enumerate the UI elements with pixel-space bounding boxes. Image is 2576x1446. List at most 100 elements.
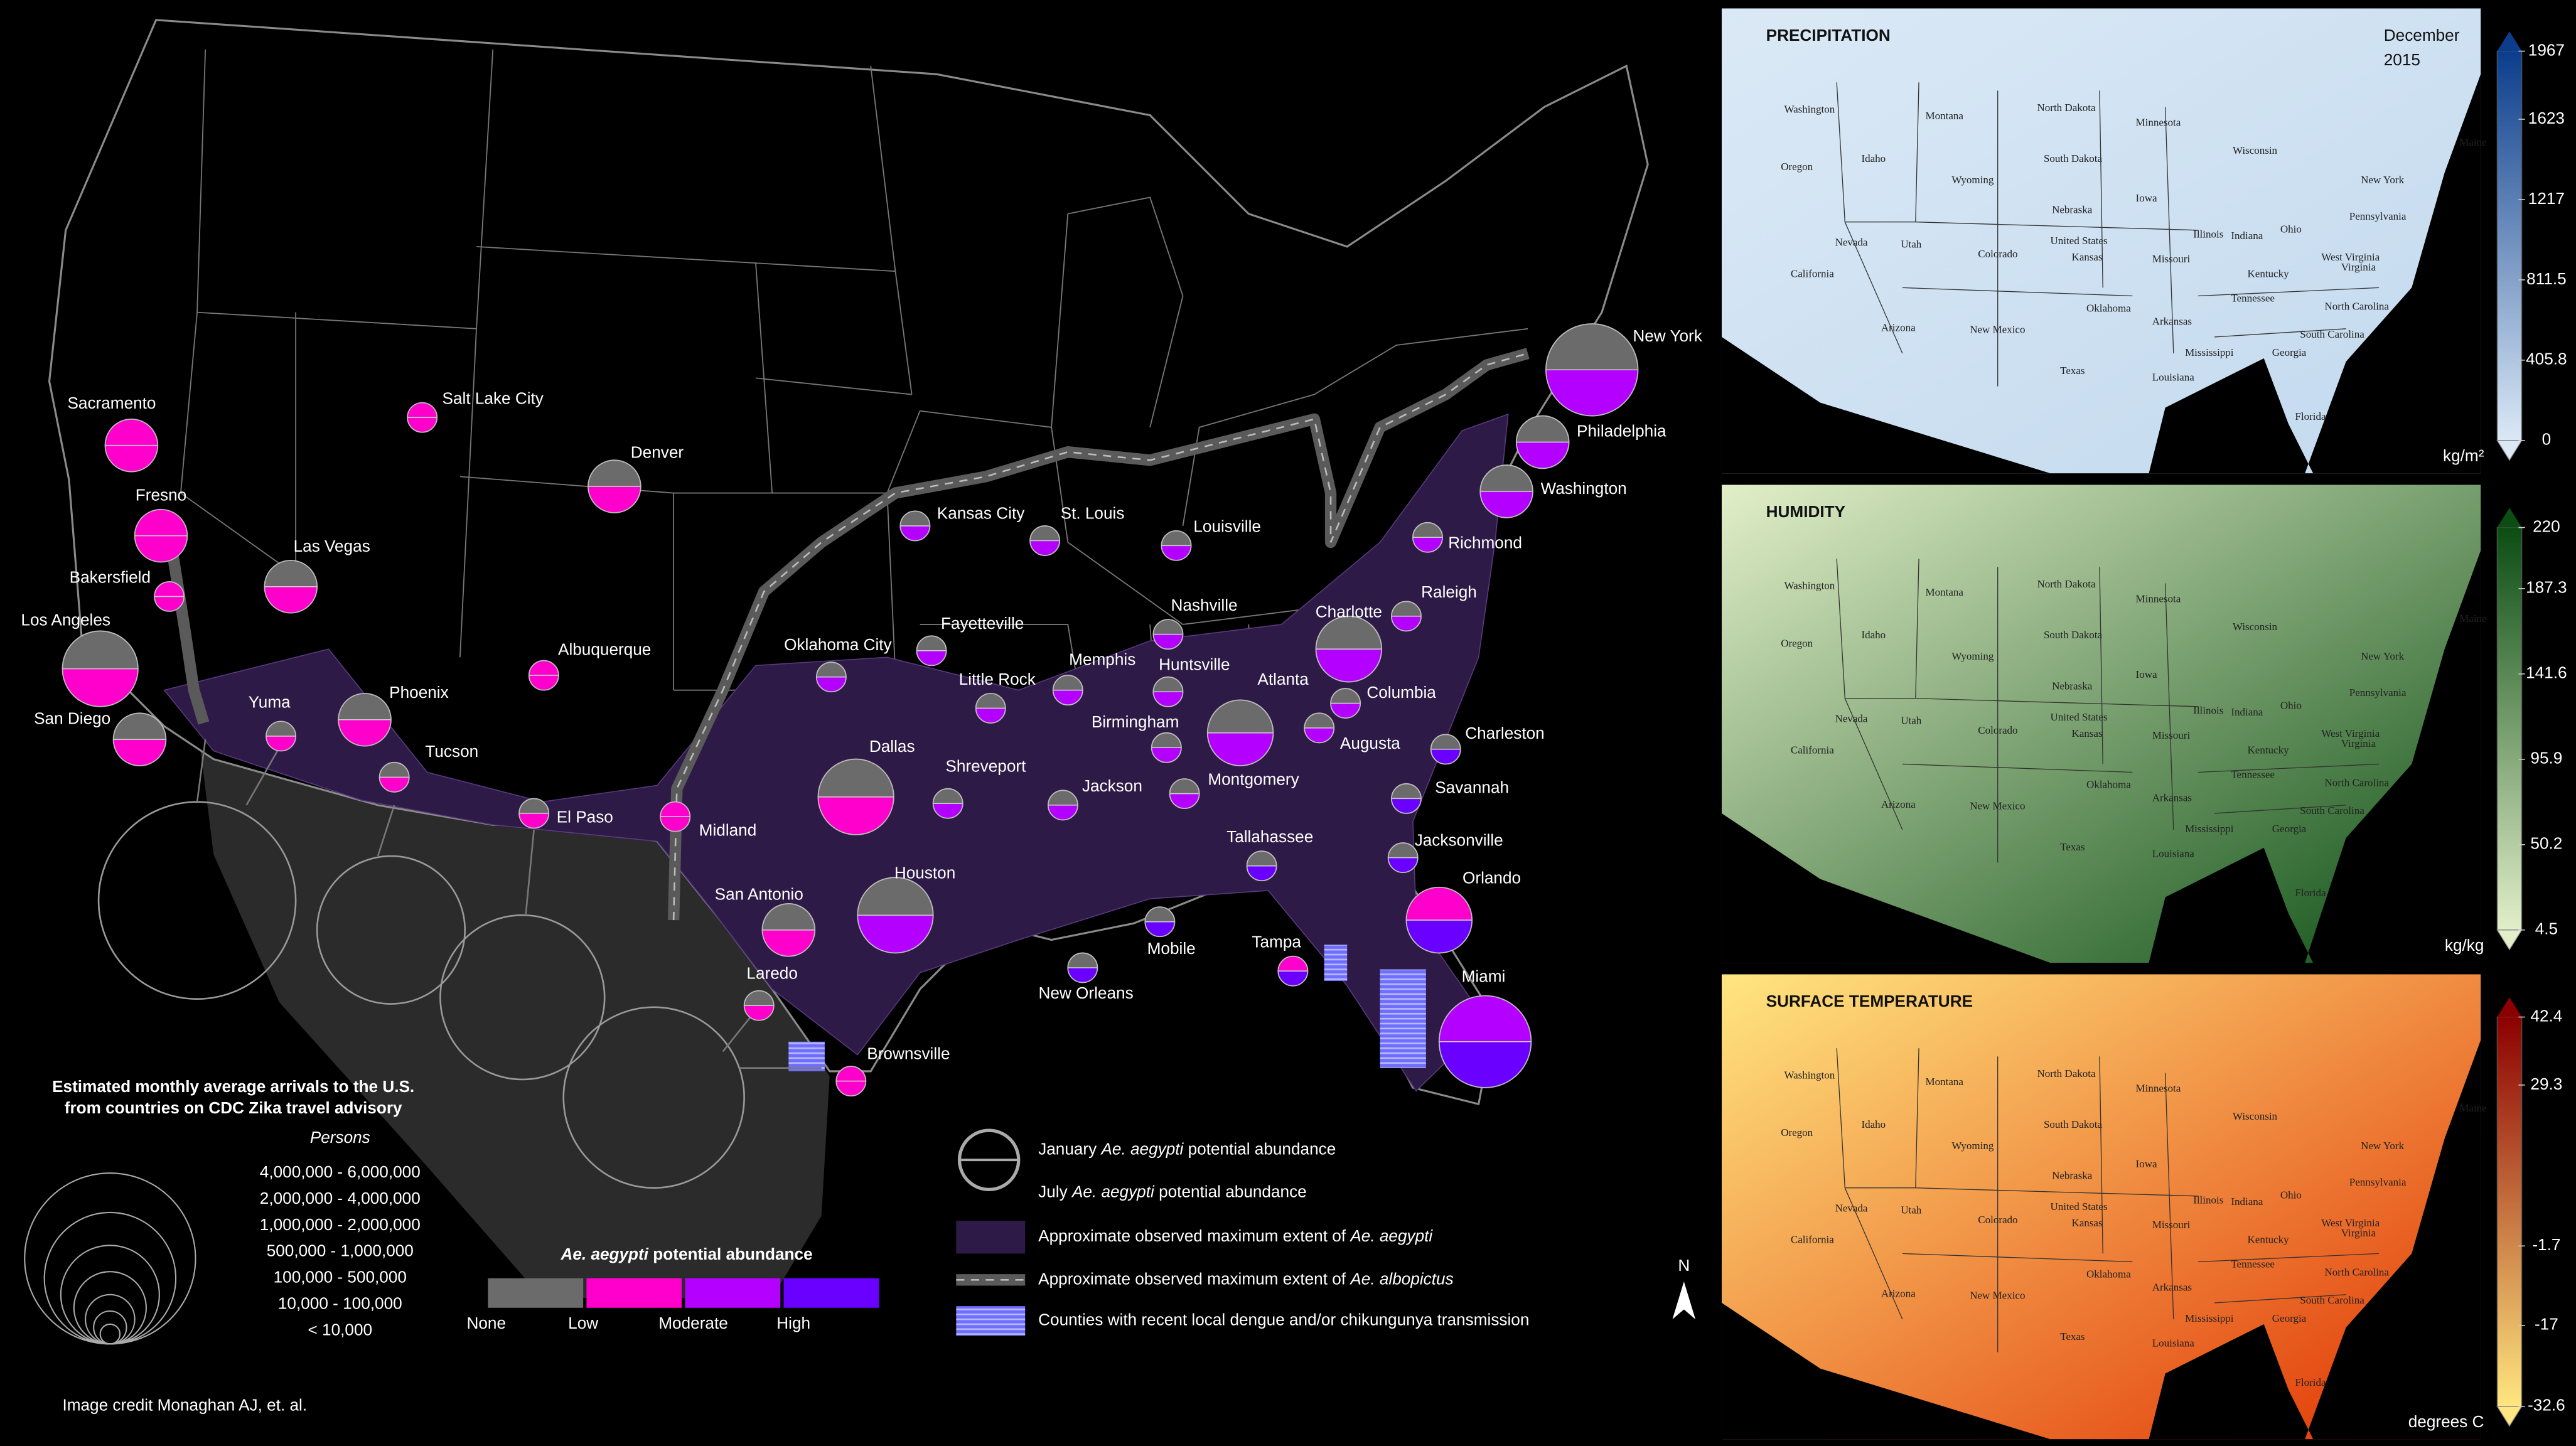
panel-unit: degrees C — [2408, 1412, 2484, 1431]
city-label: Midland — [699, 821, 757, 840]
color-bar-label: 405.8 — [2526, 350, 2567, 368]
january-half — [1048, 790, 1078, 805]
state-label: Florida — [2295, 1376, 2326, 1388]
state-label: Ohio — [2280, 1189, 2302, 1201]
state-label: North Dakota — [2037, 102, 2096, 114]
city-marker: San Diego — [34, 709, 167, 766]
state-label: Idaho — [1861, 629, 1886, 641]
july-half — [1391, 798, 1422, 813]
panel-ocean — [1721, 550, 2481, 963]
state-label: Virginia — [2341, 261, 2376, 273]
state-label: Washington — [1784, 580, 1835, 592]
city-label: Savannah — [1435, 778, 1509, 797]
city-label: Birmingham — [1092, 712, 1179, 731]
size-key-label: 1,000,000 - 2,000,000 — [260, 1215, 421, 1234]
july-half — [1278, 971, 1308, 986]
albopictus-extent-west — [165, 541, 210, 725]
state-label: California — [1791, 744, 1834, 756]
state-label: Missouri — [2152, 253, 2191, 265]
city-marker: St. Louis — [1029, 504, 1124, 556]
arrival-circle — [439, 914, 606, 1081]
city-label: Memphis — [1069, 650, 1135, 668]
state-label: United States — [2050, 711, 2107, 723]
legend-item-text: July — [1038, 1182, 1072, 1201]
state-label: Illinois — [2193, 228, 2223, 240]
state-label: Louisiana — [2152, 371, 2194, 383]
city-label: Montgomery — [1208, 770, 1299, 789]
legend-item: January Ae. aegypti potential abundance — [1038, 1139, 1336, 1158]
state-label: South Dakota — [2044, 153, 2102, 164]
july-half — [1207, 732, 1274, 766]
city-marker: Phoenix — [338, 683, 449, 747]
state-label: Virginia — [2341, 1227, 2376, 1239]
july-half — [1161, 545, 1191, 560]
july-half — [660, 817, 690, 832]
north-label: N — [1678, 1256, 1690, 1275]
city-marker: Birmingham — [1092, 712, 1182, 763]
city-marker: Miami — [1438, 967, 1532, 1088]
city-marker: Kansas City — [899, 504, 1025, 542]
state-label: Illinois — [2193, 705, 2223, 717]
city-marker: Fresno — [134, 486, 188, 563]
city-label: Jacksonville — [1415, 830, 1503, 849]
size-key-label: 2,000,000 - 4,000,000 — [260, 1189, 421, 1208]
city-label: Oklahoma City — [784, 635, 892, 654]
january-half — [134, 509, 188, 536]
state-label: North Carolina — [2325, 1267, 2390, 1278]
legend-item: Approximate observed maximum extent of A… — [1038, 1269, 1454, 1288]
state-label: Oregon — [1781, 1127, 1813, 1138]
july-half — [1412, 537, 1443, 552]
state-label: New Mexico — [1970, 800, 2025, 811]
january-half — [1068, 953, 1098, 968]
january-half — [1391, 601, 1422, 616]
panel-date: 2015 — [2384, 50, 2420, 69]
state-label: New York — [2361, 1140, 2404, 1152]
city-label: Houston — [894, 864, 955, 882]
state-label: Oregon — [1781, 637, 1813, 649]
panel-borders — [1836, 559, 2379, 863]
state-label: Indiana — [2231, 230, 2263, 242]
january-half — [1388, 843, 1418, 858]
july-half — [113, 739, 166, 766]
july-half — [1151, 747, 1181, 763]
state-label: Wisconsin — [2233, 621, 2278, 633]
city-marker: Los Angeles — [21, 611, 139, 707]
size-key-label: 4,000,000 - 6,000,000 — [260, 1162, 421, 1181]
state-label: Iowa — [2136, 1158, 2157, 1170]
state-label: Tennessee — [2231, 292, 2275, 304]
january-half — [1030, 525, 1060, 541]
color-bar-label: 1967 — [2528, 40, 2565, 59]
color-bar-label: 42.4 — [2530, 1006, 2562, 1025]
state-label: New York — [2361, 650, 2404, 662]
city-label: Columbia — [1366, 683, 1436, 702]
july-half — [818, 796, 894, 835]
city-marker: Denver — [588, 443, 684, 513]
abundance-label: None — [466, 1314, 506, 1332]
july-half — [154, 596, 185, 612]
state-label: Kansas — [2071, 251, 2102, 263]
january-half — [1391, 783, 1422, 799]
arrivals-title: Estimated monthly average arrivals to th… — [52, 1077, 414, 1096]
legend-item-italic: Ae. albopictus — [1349, 1269, 1453, 1288]
city-label: Dallas — [869, 737, 915, 756]
city-label: Yuma — [249, 692, 291, 711]
city-label: Tucson — [425, 742, 478, 761]
state-label: North Dakota — [2037, 578, 2096, 590]
color-bar-max — [2497, 508, 2522, 528]
base-map — [48, 19, 1649, 1299]
panel-borders — [1836, 82, 2379, 387]
city-marker: Louisville — [1161, 517, 1261, 561]
legend-item-text: Approximate observed maximum extent of — [1038, 1226, 1350, 1245]
state-label: Arkansas — [2152, 1281, 2192, 1293]
city-marker: Richmond — [1412, 522, 1522, 553]
panel-title: SURFACE TEMPERATURE — [1766, 992, 1973, 1010]
january-half — [762, 903, 815, 930]
dengue-counties — [1380, 969, 1426, 1068]
july-half — [1406, 920, 1473, 953]
city-label: Salt Lake City — [443, 388, 544, 407]
size-key-label: 100,000 - 500,000 — [274, 1268, 407, 1287]
city-marker: Savannah — [1390, 778, 1509, 814]
state-label: Pennsylvania — [2349, 687, 2407, 699]
january-half — [1151, 732, 1181, 748]
state-label: Nevada — [1835, 713, 1868, 725]
